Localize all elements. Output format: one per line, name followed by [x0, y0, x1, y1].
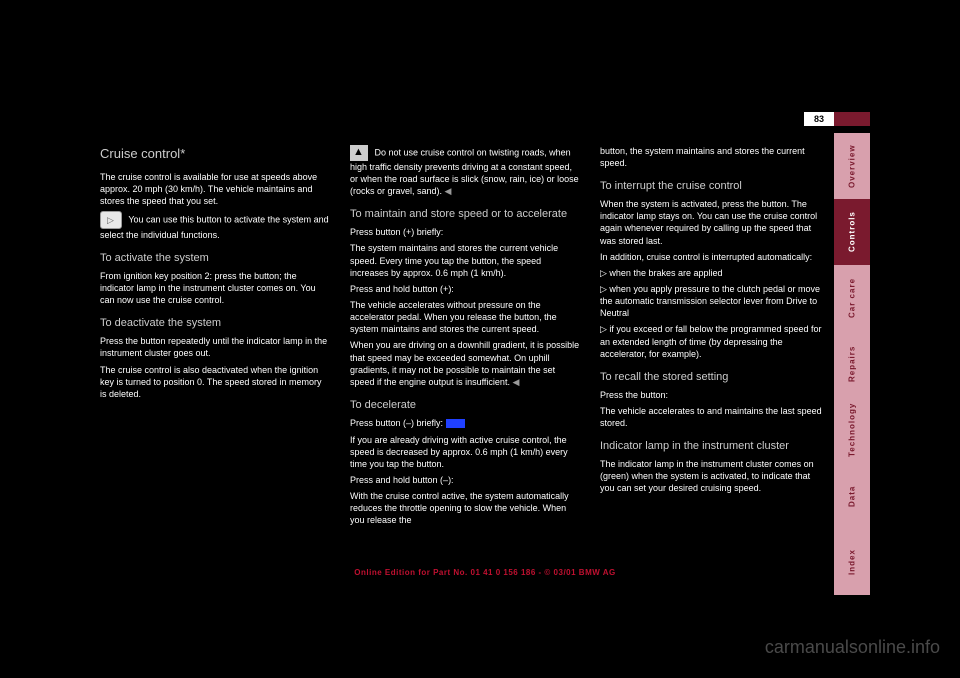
bullet-item: ▷ when you apply pressure to the clutch …	[600, 283, 825, 319]
subheading: To interrupt the cruise control	[600, 179, 825, 194]
body-text: From ignition key position 2: press the …	[100, 270, 330, 306]
footer-edition-text: Online Edition for Part No. 01 41 0 156 …	[100, 568, 870, 577]
tab-index[interactable]: Index	[834, 529, 870, 595]
body-text: Press and hold button (+):	[350, 283, 580, 295]
bullet-item: ▷ if you exceed or fall below the progra…	[600, 323, 825, 359]
body-text: button, the system maintains and stores …	[600, 145, 825, 169]
body-text: In addition, cruise control is interrupt…	[600, 251, 825, 263]
tab-carcare[interactable]: Car care	[834, 265, 870, 331]
section-heading: Cruise control*	[100, 145, 330, 163]
tab-repairs[interactable]: Repairs	[834, 331, 870, 397]
body-text: Press the button:	[600, 389, 825, 401]
body-text-span: Press button (–) briefly:	[350, 418, 443, 428]
warning-text: Do not use cruise control on twisting ro…	[350, 145, 580, 197]
subheading: To maintain and store speed or to accele…	[350, 207, 580, 222]
body-text: The cruise control is available for use …	[100, 171, 330, 207]
body-text: The vehicle accelerates without pressure…	[350, 299, 580, 335]
body-text: With the cruise control active, the syst…	[350, 490, 580, 526]
subheading: Indicator lamp in the instrument cluster	[600, 439, 825, 454]
body-text: You can use this button to activate the …	[100, 211, 330, 241]
body-text: Press the button repeatedly until the in…	[100, 335, 330, 359]
bullet-text: when you apply pressure to the clutch pe…	[600, 284, 820, 318]
tab-data[interactable]: Data	[834, 463, 870, 529]
body-text: The cruise control is also deactivated w…	[100, 364, 330, 400]
column-1: Cruise control* The cruise control is av…	[100, 145, 330, 404]
manual-page: 83 Overview Controls Car care Repairs Te…	[100, 115, 870, 585]
body-text: Press button (–) briefly: 125	[350, 417, 580, 430]
end-marker-icon: ◀	[512, 377, 519, 387]
bullet-text: if you exceed or fall below the programm…	[600, 324, 822, 358]
body-text: The vehicle accelerates to and maintains…	[600, 405, 825, 429]
bullet-text: when the brakes are applied	[609, 268, 722, 278]
body-text-span: When you are driving on a downhill gradi…	[350, 340, 579, 386]
body-text: Press button (+) briefly:	[350, 226, 580, 238]
end-marker-icon: ◀	[445, 186, 452, 196]
body-text-span: You can use this button to activate the …	[100, 214, 329, 240]
body-text: The indicator lamp in the instrument clu…	[600, 458, 825, 494]
warning-icon	[350, 145, 368, 161]
body-text: When the system is activated, press the …	[600, 198, 825, 247]
page-number: 83	[804, 112, 834, 126]
control-button-icon	[100, 211, 122, 229]
body-text: If you are already driving with active c…	[350, 434, 580, 470]
subheading: To decelerate	[350, 398, 580, 413]
body-text-span: Do not use cruise control on twisting ro…	[350, 147, 579, 196]
subheading: To deactivate the system	[100, 316, 330, 331]
tab-technology[interactable]: Technology	[834, 397, 870, 463]
body-text: Press and hold button (–):	[350, 474, 580, 486]
column-2: Do not use cruise control on twisting ro…	[350, 145, 580, 531]
tab-controls[interactable]: Controls	[834, 199, 870, 265]
subheading: To activate the system	[100, 251, 330, 266]
subheading: To recall the stored setting	[600, 370, 825, 385]
body-text: The system maintains and stores the curr…	[350, 242, 580, 278]
tab-overview[interactable]: Overview	[834, 133, 870, 199]
watermark: carmanualsonline.info	[765, 637, 940, 658]
body-text: When you are driving on a downhill gradi…	[350, 339, 580, 388]
page-reference-link[interactable]: 125	[446, 419, 465, 428]
side-tabs: Overview Controls Car care Repairs Techn…	[834, 133, 870, 595]
column-3: button, the system maintains and stores …	[600, 145, 825, 498]
bullet-item: ▷ when the brakes are applied	[600, 267, 825, 279]
page-number-accent	[834, 112, 870, 126]
